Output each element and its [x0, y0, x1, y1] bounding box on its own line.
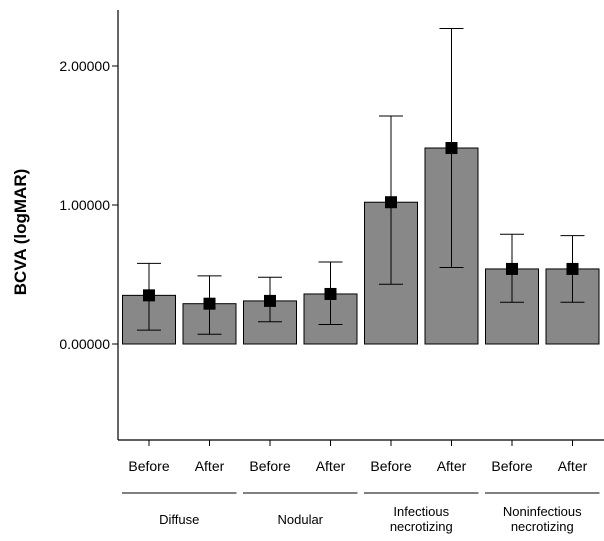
mean-marker	[264, 294, 276, 307]
x-category-label: Before	[491, 458, 532, 474]
group-label: Diffuse	[159, 512, 199, 527]
x-category-label: Before	[128, 458, 169, 474]
group-label: necrotizing	[511, 519, 574, 534]
x-category-label: After	[437, 458, 467, 474]
group-label: Nodular	[277, 512, 323, 527]
y-tick-label: 1.00000	[59, 197, 110, 213]
y-tick-label: 2.00000	[59, 58, 110, 74]
group-label: Noninfectious	[503, 504, 582, 519]
x-category-label: After	[316, 458, 346, 474]
x-category-label: Before	[370, 458, 411, 474]
mean-marker	[566, 262, 579, 275]
x-category-label: After	[558, 458, 588, 474]
y-axis-title: BCVA (logMAR)	[11, 169, 30, 296]
group-label: Infectious	[393, 504, 449, 519]
mean-marker	[203, 297, 216, 310]
x-category-label: After	[195, 458, 225, 474]
y-tick-label: 0.00000	[59, 336, 110, 352]
mean-marker	[324, 287, 337, 300]
mean-marker	[506, 262, 518, 275]
mean-marker	[143, 289, 155, 302]
mean-marker	[445, 142, 458, 155]
mean-marker	[385, 196, 397, 209]
group-label: necrotizing	[390, 519, 453, 534]
x-category-label: Before	[249, 458, 290, 474]
